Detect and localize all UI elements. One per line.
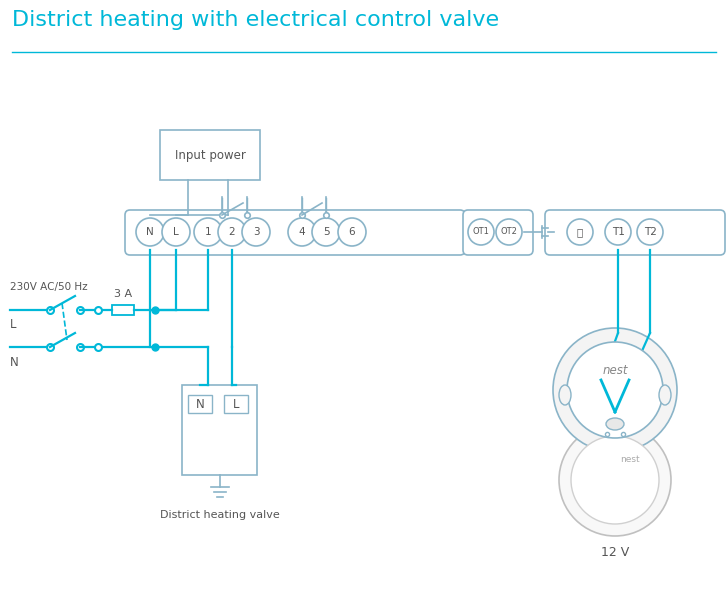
Circle shape — [559, 424, 671, 536]
Text: L: L — [173, 227, 179, 237]
Circle shape — [468, 219, 494, 245]
Text: Input power: Input power — [175, 148, 245, 162]
Text: 5: 5 — [323, 227, 329, 237]
Text: 3 A: 3 A — [114, 289, 132, 299]
Ellipse shape — [606, 418, 624, 430]
Text: L: L — [233, 397, 240, 410]
Text: District heating with electrical control valve: District heating with electrical control… — [12, 10, 499, 30]
Circle shape — [338, 218, 366, 246]
Text: District heating valve: District heating valve — [159, 510, 280, 520]
Text: 3: 3 — [253, 227, 259, 237]
Circle shape — [567, 219, 593, 245]
Text: T2: T2 — [644, 227, 657, 237]
Text: nest: nest — [620, 456, 640, 465]
Circle shape — [162, 218, 190, 246]
Circle shape — [194, 218, 222, 246]
Circle shape — [567, 342, 663, 438]
Text: OT1: OT1 — [472, 228, 489, 236]
Text: 1: 1 — [205, 227, 211, 237]
Text: T1: T1 — [612, 227, 625, 237]
Text: ⏚: ⏚ — [577, 227, 583, 237]
FancyBboxPatch shape — [545, 210, 725, 255]
Circle shape — [637, 219, 663, 245]
Circle shape — [571, 436, 659, 524]
Text: OT2: OT2 — [501, 228, 518, 236]
Bar — [224, 395, 248, 413]
FancyBboxPatch shape — [125, 210, 465, 255]
Circle shape — [218, 218, 246, 246]
Bar — [112, 305, 134, 315]
Text: nest: nest — [602, 364, 628, 377]
Bar — [188, 395, 212, 413]
Ellipse shape — [659, 385, 671, 405]
Text: 4: 4 — [298, 227, 305, 237]
Bar — [160, 130, 260, 180]
Circle shape — [312, 218, 340, 246]
Circle shape — [553, 328, 677, 452]
Text: 2: 2 — [229, 227, 235, 237]
Bar — [182, 385, 257, 475]
Text: L: L — [10, 318, 17, 331]
Text: 230V AC/50 Hz: 230V AC/50 Hz — [10, 282, 87, 292]
Circle shape — [288, 218, 316, 246]
Text: N: N — [196, 397, 205, 410]
Ellipse shape — [559, 385, 571, 405]
Circle shape — [242, 218, 270, 246]
Text: 6: 6 — [349, 227, 355, 237]
Text: N: N — [146, 227, 154, 237]
FancyBboxPatch shape — [463, 210, 533, 255]
Circle shape — [605, 219, 631, 245]
Text: N: N — [10, 355, 19, 368]
Circle shape — [496, 219, 522, 245]
Text: 12 V: 12 V — [601, 545, 629, 558]
Circle shape — [136, 218, 164, 246]
